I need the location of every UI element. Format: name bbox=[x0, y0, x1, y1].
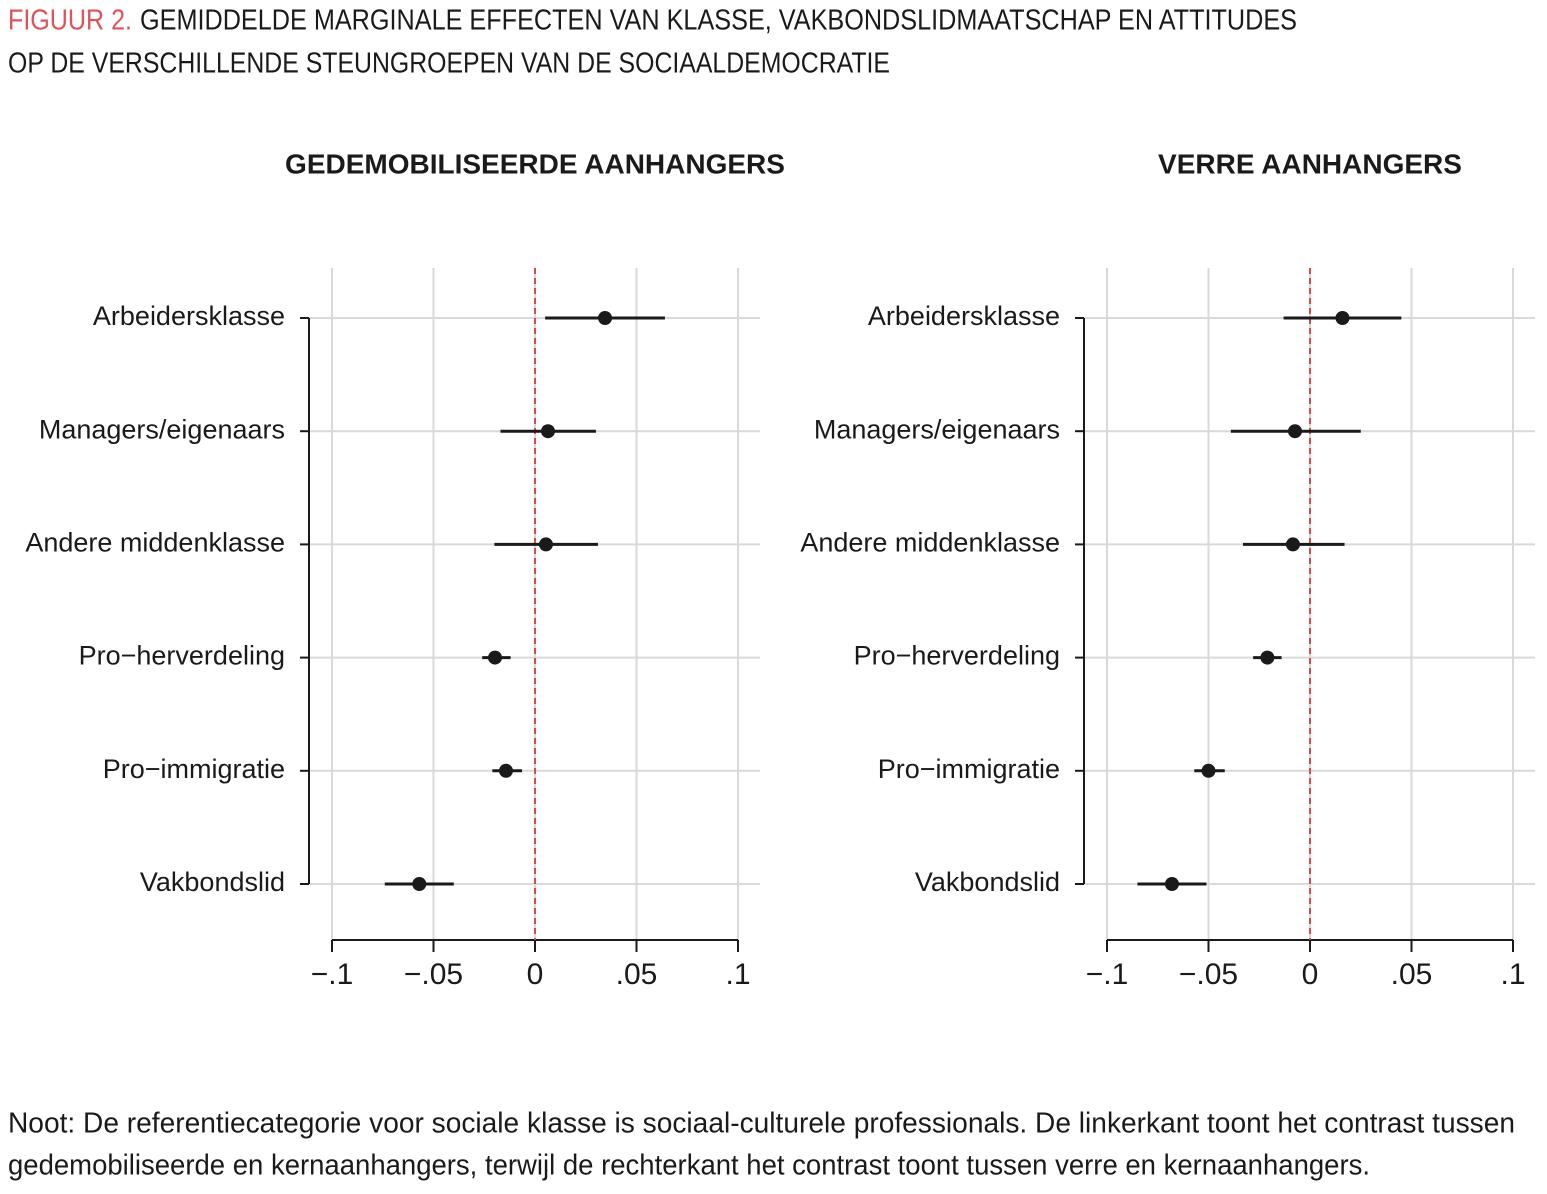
x-tick-label: .1 bbox=[1500, 958, 1525, 991]
y-tick-label: Pro−immigratie bbox=[878, 754, 1060, 784]
note: Noot: De referentiecategorie voor social… bbox=[8, 1108, 1515, 1140]
point bbox=[540, 424, 555, 439]
point bbox=[1287, 424, 1302, 439]
y-tick-label: Managers/eigenaars bbox=[814, 414, 1060, 444]
y-tick-label: Pro−herverdeling bbox=[79, 641, 285, 671]
y-tick-label: Andere middenklasse bbox=[25, 528, 285, 558]
x-tick-label: .05 bbox=[1391, 958, 1433, 991]
figure-label: FIGUUR 2. bbox=[8, 5, 132, 37]
y-tick-label: Vakbondslid bbox=[140, 867, 285, 897]
x-tick-label: .05 bbox=[616, 958, 658, 991]
y-tick-label: Vakbondslid bbox=[915, 867, 1060, 897]
point bbox=[488, 650, 503, 665]
y-tick-label: Andere middenklasse bbox=[800, 528, 1060, 558]
point bbox=[598, 311, 613, 325]
point bbox=[498, 763, 513, 778]
point bbox=[412, 877, 427, 891]
x-tick-label: .1 bbox=[725, 958, 750, 991]
point bbox=[1201, 763, 1216, 778]
point bbox=[1260, 650, 1275, 665]
point bbox=[1335, 311, 1350, 325]
panel-title: GEDEMOBILISEERDE AANHANGERS bbox=[285, 148, 785, 179]
point bbox=[1164, 877, 1179, 891]
x-tick-label: 0 bbox=[1302, 958, 1319, 991]
figure-title: OP DE VERSCHILLENDE STEUNGROEPEN VAN DE … bbox=[8, 48, 890, 80]
figure-title: GEMIDDELDE MARGINALE EFFECTEN VAN KLASSE… bbox=[140, 5, 1297, 37]
y-tick-label: Arbeidersklasse bbox=[868, 301, 1060, 331]
x-tick-label: 0 bbox=[527, 958, 544, 991]
note: gedemobiliseerde en kernaanhangers, terw… bbox=[8, 1150, 1370, 1182]
y-tick-label: Managers/eigenaars bbox=[39, 414, 285, 444]
x-tick-label: −.1 bbox=[311, 958, 354, 991]
x-tick-label: −.1 bbox=[1086, 958, 1129, 991]
panel-title: VERRE AANHANGERS bbox=[1158, 148, 1462, 179]
point bbox=[538, 537, 553, 552]
x-tick-label: −.05 bbox=[1179, 958, 1238, 991]
point bbox=[1285, 537, 1300, 552]
y-tick-label: Pro−immigratie bbox=[103, 754, 285, 784]
y-tick-label: Pro−herverdeling bbox=[854, 641, 1060, 671]
y-tick-label: Arbeidersklasse bbox=[93, 301, 285, 331]
x-tick-label: −.05 bbox=[404, 958, 463, 991]
